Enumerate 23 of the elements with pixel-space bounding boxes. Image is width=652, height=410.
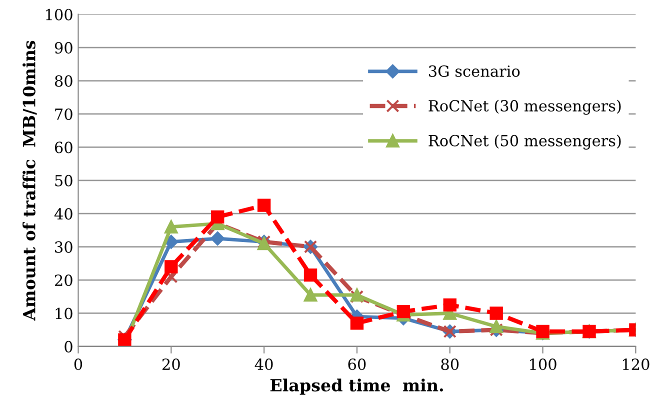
x-tick-label: 40 bbox=[254, 358, 273, 370]
y-tick-label: 90 bbox=[54, 42, 72, 54]
legend-label: RoCNet (50 messengers) bbox=[428, 134, 621, 150]
x-tick-label: 20 bbox=[162, 358, 180, 370]
y-tick-label: 100 bbox=[46, 8, 72, 20]
y-tick-label: 20 bbox=[54, 274, 72, 286]
x-tick-label: 80 bbox=[441, 358, 459, 370]
y-tick-label: 70 bbox=[55, 108, 72, 120]
y-tick-label: 0 bbox=[64, 340, 72, 352]
x-axis-title: Elapsed time min. bbox=[270, 378, 443, 395]
y-tick-label: 60 bbox=[54, 142, 72, 154]
x-tick-label: 60 bbox=[348, 358, 366, 370]
legend-label: RoCNet (30 messengers) bbox=[428, 100, 621, 115]
y-tick-label: 50 bbox=[55, 174, 72, 186]
y-tick-label: 40 bbox=[54, 208, 72, 220]
x-tick-label: 120 bbox=[622, 358, 650, 370]
x-tick-label: 0 bbox=[74, 358, 82, 370]
x-tick-label: 100 bbox=[530, 358, 556, 370]
legend-label: 3G scenario bbox=[429, 65, 520, 77]
y-axis-title: Amount of traffic MB/10mins bbox=[22, 40, 37, 321]
y-tick-label: 80 bbox=[54, 75, 72, 87]
y-tick-label: 30 bbox=[55, 241, 72, 253]
y-tick-label: 10 bbox=[56, 308, 72, 320]
